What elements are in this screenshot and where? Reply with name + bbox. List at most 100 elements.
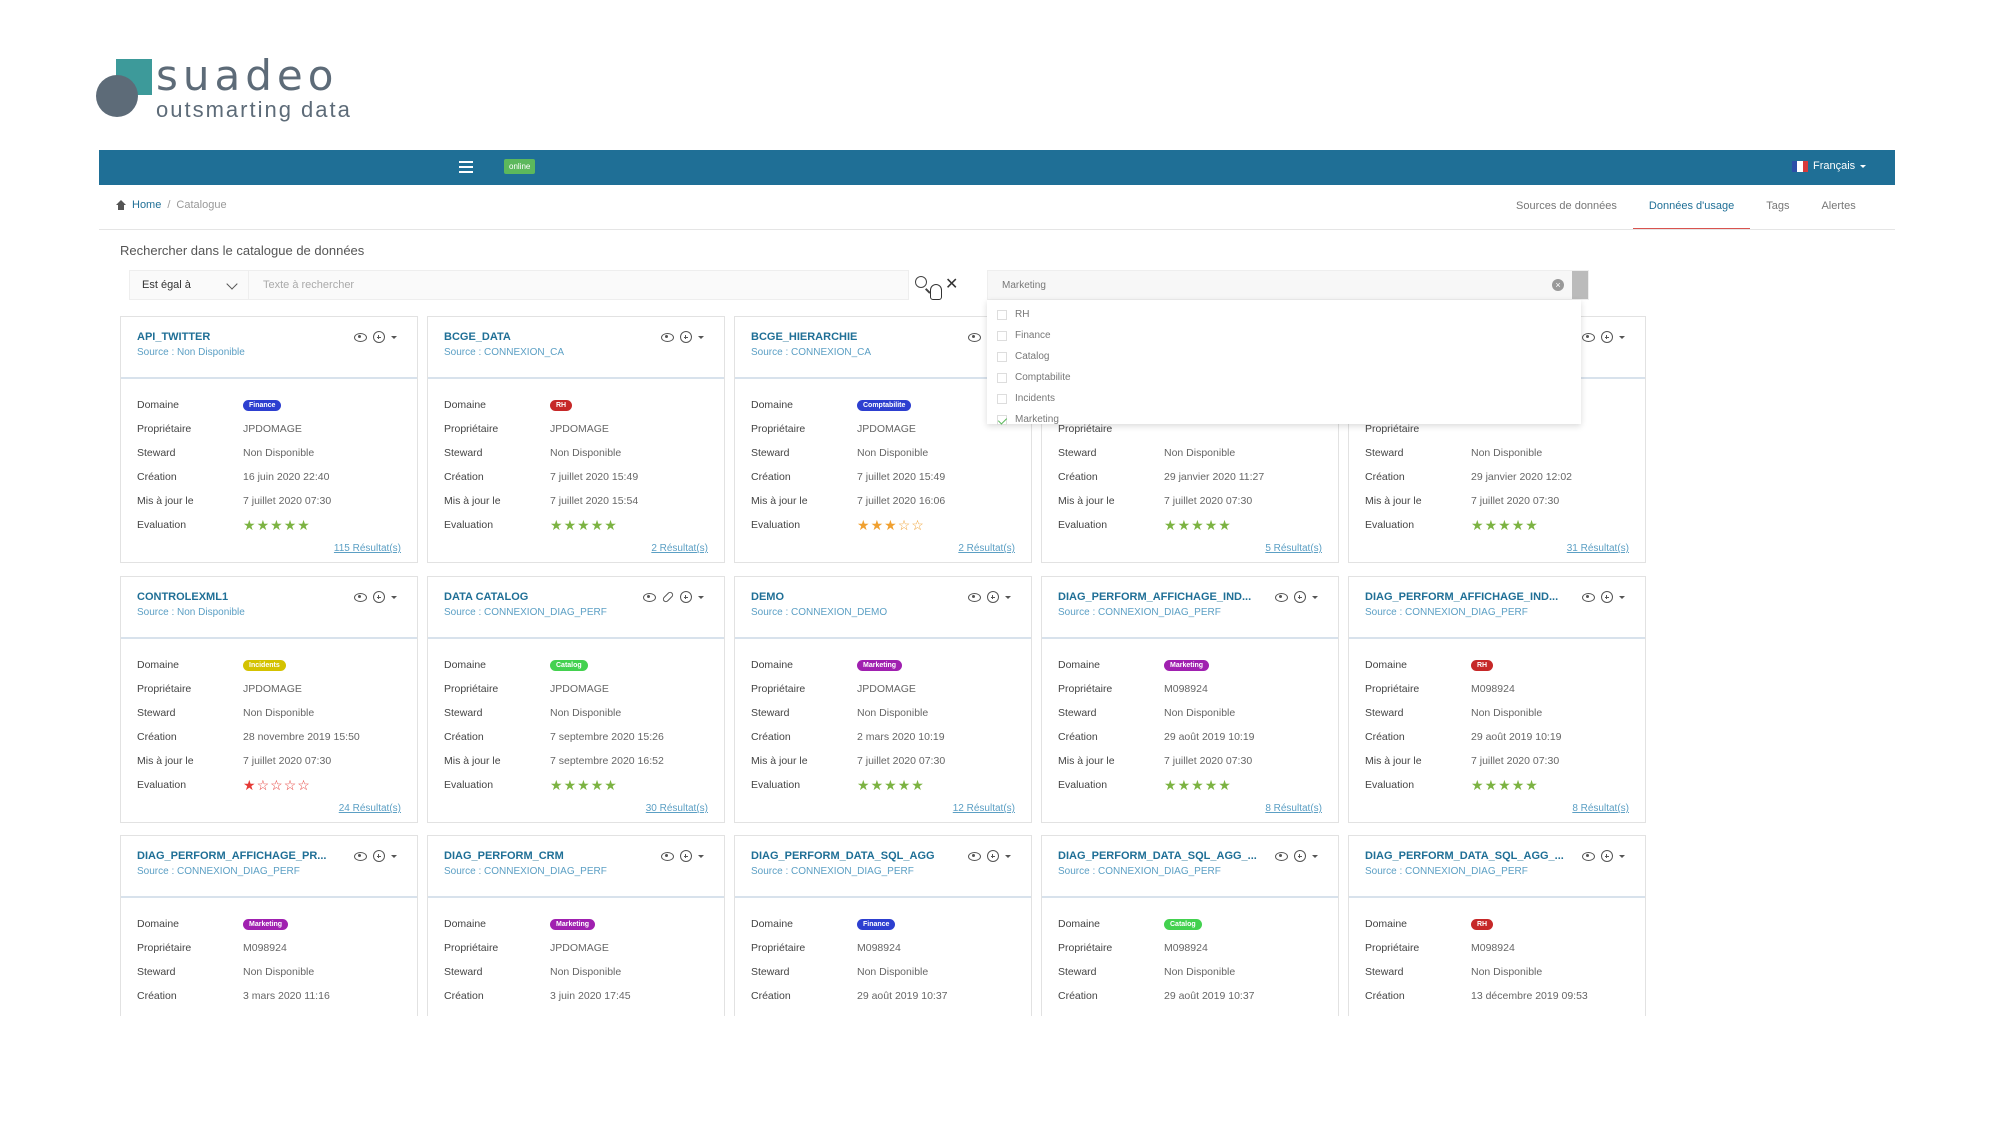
caret-down-icon[interactable] xyxy=(1005,595,1011,599)
checkbox[interactable] xyxy=(997,351,1007,362)
star-empty-icon[interactable]: ☆ xyxy=(283,777,297,793)
caret-down-icon[interactable] xyxy=(391,854,397,858)
caret-down-icon[interactable] xyxy=(1005,854,1011,858)
user-menu[interactable]: jpdomage xyxy=(1899,160,1947,184)
dataset-card[interactable]: BCGE_DATA Source : CONNEXION_CA Domaine RH P… xyxy=(427,316,725,563)
dataset-card[interactable]: DIAG_PERFORM_DATA_SQL_AGG_... Source : CO… xyxy=(1041,835,1339,1016)
eye-icon[interactable] xyxy=(354,592,367,602)
star-filled-icon[interactable]: ★ xyxy=(283,517,297,533)
card-title[interactable]: DIAG_PERFORM_AFFICHAGE_PR... xyxy=(137,850,327,862)
star-filled-icon[interactable]: ★ xyxy=(1218,517,1231,533)
dataset-card[interactable]: DATA CATALOG Source : CONNEXION_DIAG_PERF… xyxy=(427,576,725,823)
star-filled-icon[interactable]: ★ xyxy=(897,777,911,793)
star-filled-icon[interactable]: ★ xyxy=(590,777,604,793)
add-circle-icon[interactable] xyxy=(987,591,999,603)
star-filled-icon[interactable]: ★ xyxy=(1498,517,1511,533)
star-filled-icon[interactable]: ★ xyxy=(884,517,897,533)
star-filled-icon[interactable]: ★ xyxy=(563,517,577,533)
star-filled-icon[interactable]: ★ xyxy=(550,517,563,533)
star-filled-icon[interactable]: ★ xyxy=(1177,777,1191,793)
dataset-card[interactable]: DIAG_PERFORM_DATA_SQL_AGG_... Source : CO… xyxy=(1348,835,1646,1016)
add-circle-icon[interactable] xyxy=(987,850,999,862)
results-link[interactable]: 5 Résultat(s) xyxy=(1265,543,1322,554)
star-filled-icon[interactable]: ★ xyxy=(884,777,897,793)
dataset-card[interactable]: DEMO Source : CONNEXION_DEMO Domaine Market… xyxy=(734,576,1032,823)
add-circle-icon[interactable] xyxy=(373,331,385,343)
star-filled-icon[interactable]: ★ xyxy=(1191,517,1204,533)
add-circle-icon[interactable] xyxy=(373,591,385,603)
star-filled-icon[interactable]: ★ xyxy=(243,517,256,533)
star-filled-icon[interactable]: ★ xyxy=(270,517,283,533)
card-title[interactable]: DIAG_PERFORM_DATA_SQL_AGG_... xyxy=(1058,850,1257,862)
eye-icon[interactable] xyxy=(354,851,367,861)
close-icon[interactable]: ✕ xyxy=(945,276,959,293)
card-title[interactable]: DIAG_PERFORM_CRM xyxy=(444,850,564,862)
dataset-card[interactable]: DIAG_PERFORM_AFFICHAGE_IND... Source : CO… xyxy=(1041,576,1339,823)
star-filled-icon[interactable]: ★ xyxy=(1498,777,1511,793)
results-link[interactable]: 30 Résultat(s) xyxy=(645,803,708,814)
caret-down-icon[interactable] xyxy=(1312,595,1318,599)
results-link[interactable]: 115 Résultat(s) xyxy=(333,543,401,554)
star-filled-icon[interactable]: ★ xyxy=(1177,517,1191,533)
caret-down-icon[interactable] xyxy=(391,595,397,599)
eye-icon[interactable] xyxy=(661,332,674,342)
card-title[interactable]: DEMO xyxy=(751,591,784,603)
star-filled-icon[interactable]: ★ xyxy=(870,517,884,533)
card-title[interactable]: DIAG_PERFORM_AFFICHAGE_IND... xyxy=(1365,591,1559,603)
star-filled-icon[interactable]: ★ xyxy=(1164,777,1177,793)
tab-alerts[interactable]: Alertes xyxy=(1821,200,1856,212)
star-filled-icon[interactable]: ★ xyxy=(604,517,617,533)
star-filled-icon[interactable]: ★ xyxy=(563,777,577,793)
card-title[interactable]: DIAG_PERFORM_DATA_SQL_AGG xyxy=(751,850,935,862)
add-circle-icon[interactable] xyxy=(680,850,692,862)
star-filled-icon[interactable]: ★ xyxy=(857,517,870,533)
tab-tags[interactable]: Tags xyxy=(1766,200,1790,212)
eye-icon[interactable] xyxy=(354,332,367,342)
tab-sources[interactable]: Sources de données xyxy=(1516,200,1617,212)
results-link[interactable]: 12 Résultat(s) xyxy=(952,803,1015,814)
checkbox[interactable] xyxy=(997,393,1007,404)
star-filled-icon[interactable]: ★ xyxy=(590,517,604,533)
dropdown-option[interactable]: Incidents xyxy=(997,388,1571,409)
star-empty-icon[interactable]: ☆ xyxy=(270,777,283,793)
card-title[interactable]: DIAG_PERFORM_DATA_SQL_AGG_... xyxy=(1365,850,1564,862)
star-filled-icon[interactable]: ★ xyxy=(870,777,884,793)
results-link[interactable]: 31 Résultat(s) xyxy=(1566,543,1629,554)
add-circle-icon[interactable] xyxy=(1601,331,1613,343)
language-selector[interactable]: Français xyxy=(1792,160,1867,172)
add-circle-icon[interactable] xyxy=(1601,850,1613,862)
card-title[interactable]: DIAG_PERFORM_AFFICHAGE_IND... xyxy=(1058,591,1252,603)
card-title[interactable]: CONTROLEXML1 xyxy=(137,591,229,603)
star-empty-icon[interactable]: ☆ xyxy=(297,777,310,793)
star-filled-icon[interactable]: ★ xyxy=(297,517,310,533)
checkbox[interactable] xyxy=(997,372,1007,383)
search-input[interactable] xyxy=(249,270,909,300)
checkbox-checked[interactable] xyxy=(997,414,1007,425)
card-title[interactable]: DATA CATALOG xyxy=(444,591,529,603)
star-filled-icon[interactable]: ★ xyxy=(1525,517,1538,533)
dropdown-option[interactable]: Catalog xyxy=(997,346,1571,367)
dataset-card[interactable]: CONTROLEXML1 Source : Non Disponible Domai… xyxy=(120,576,418,823)
eye-icon[interactable] xyxy=(643,592,656,602)
caret-down-icon[interactable] xyxy=(1619,854,1625,858)
star-filled-icon[interactable]: ★ xyxy=(1204,777,1218,793)
caret-down-icon[interactable] xyxy=(1619,595,1625,599)
results-link[interactable]: 8 Résultat(s) xyxy=(1572,803,1629,814)
star-filled-icon[interactable]: ★ xyxy=(604,777,617,793)
dataset-card[interactable]: DIAG_PERFORM_DATA_SQL_AGG Source : CONNEX… xyxy=(734,835,1032,1016)
dataset-card[interactable]: DIAG_PERFORM_CRM Source : CONNEXION_DIAG_… xyxy=(427,835,725,1016)
clear-tag-icon[interactable]: × xyxy=(1552,279,1564,291)
star-filled-icon[interactable]: ★ xyxy=(1525,777,1538,793)
star-filled-icon[interactable]: ★ xyxy=(1484,777,1498,793)
caret-down-icon[interactable] xyxy=(698,854,704,858)
eye-icon[interactable] xyxy=(1582,851,1595,861)
eye-icon[interactable] xyxy=(1275,851,1288,861)
star-empty-icon[interactable]: ☆ xyxy=(911,517,924,533)
results-link[interactable]: 8 Résultat(s) xyxy=(1265,803,1322,814)
star-filled-icon[interactable]: ★ xyxy=(1471,777,1484,793)
dropdown-option[interactable]: RH xyxy=(997,304,1571,325)
add-circle-icon[interactable] xyxy=(1294,850,1306,862)
caret-down-icon[interactable] xyxy=(1312,854,1318,858)
results-link[interactable]: 24 Résultat(s) xyxy=(338,803,401,814)
tab-usage-data[interactable]: Données d'usage xyxy=(1632,190,1751,230)
